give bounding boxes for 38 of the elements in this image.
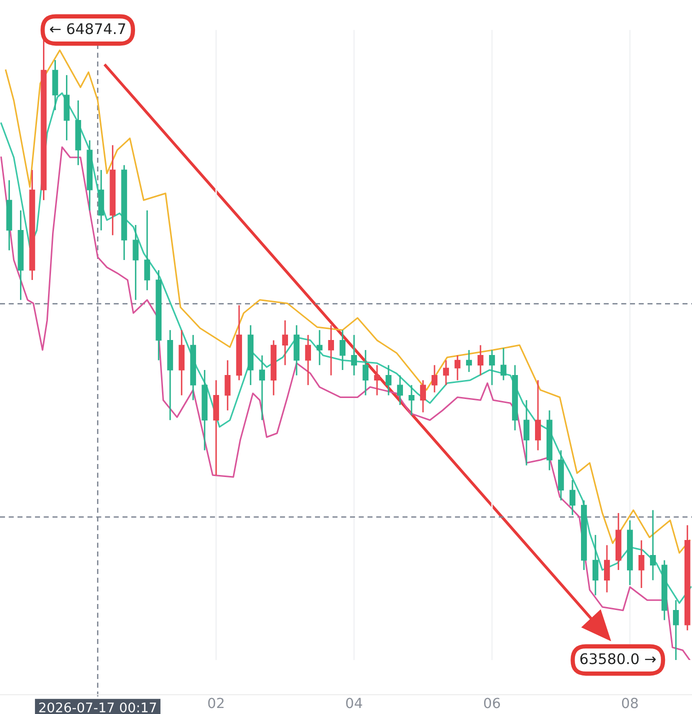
x-tick-label: 02 xyxy=(208,698,224,708)
candlestick xyxy=(432,364,438,394)
candlestick xyxy=(351,334,357,376)
candlestick xyxy=(650,509,656,581)
candlestick xyxy=(535,380,541,451)
candlestick xyxy=(592,534,598,596)
candlestick xyxy=(259,354,266,421)
candlestick xyxy=(420,380,426,414)
x-tick-label: 06 xyxy=(484,698,500,708)
x-tick-label: 04 xyxy=(346,698,362,708)
candlestick xyxy=(224,360,231,412)
candlestick xyxy=(316,329,322,366)
candlestick xyxy=(524,399,530,466)
x-tick-label: 08 xyxy=(622,698,638,708)
candlestick xyxy=(454,354,460,381)
annotation: ← 64874.7 xyxy=(50,23,126,34)
candlestick xyxy=(570,479,576,516)
candlestick xyxy=(340,329,346,371)
candlestick xyxy=(132,224,139,301)
candlestick xyxy=(638,540,644,589)
candlestick xyxy=(466,349,472,373)
candlestick xyxy=(489,349,495,386)
candlestick xyxy=(144,210,150,291)
candlestick xyxy=(604,544,610,594)
candlestick xyxy=(282,320,288,366)
candlestick xyxy=(408,384,414,416)
candlestick xyxy=(386,364,392,396)
candlestick xyxy=(397,374,403,406)
annotation: 63580.0 → xyxy=(580,653,656,664)
ref-line-label: 2026-07-17 00:17 xyxy=(39,702,156,712)
candlestick xyxy=(443,360,449,386)
candlestick xyxy=(305,334,312,386)
candlestick xyxy=(500,347,506,381)
candlestick xyxy=(362,349,368,396)
candlestick xyxy=(478,344,484,376)
candlestick xyxy=(374,364,380,396)
candlestick xyxy=(672,599,679,660)
candlestick xyxy=(328,324,334,376)
